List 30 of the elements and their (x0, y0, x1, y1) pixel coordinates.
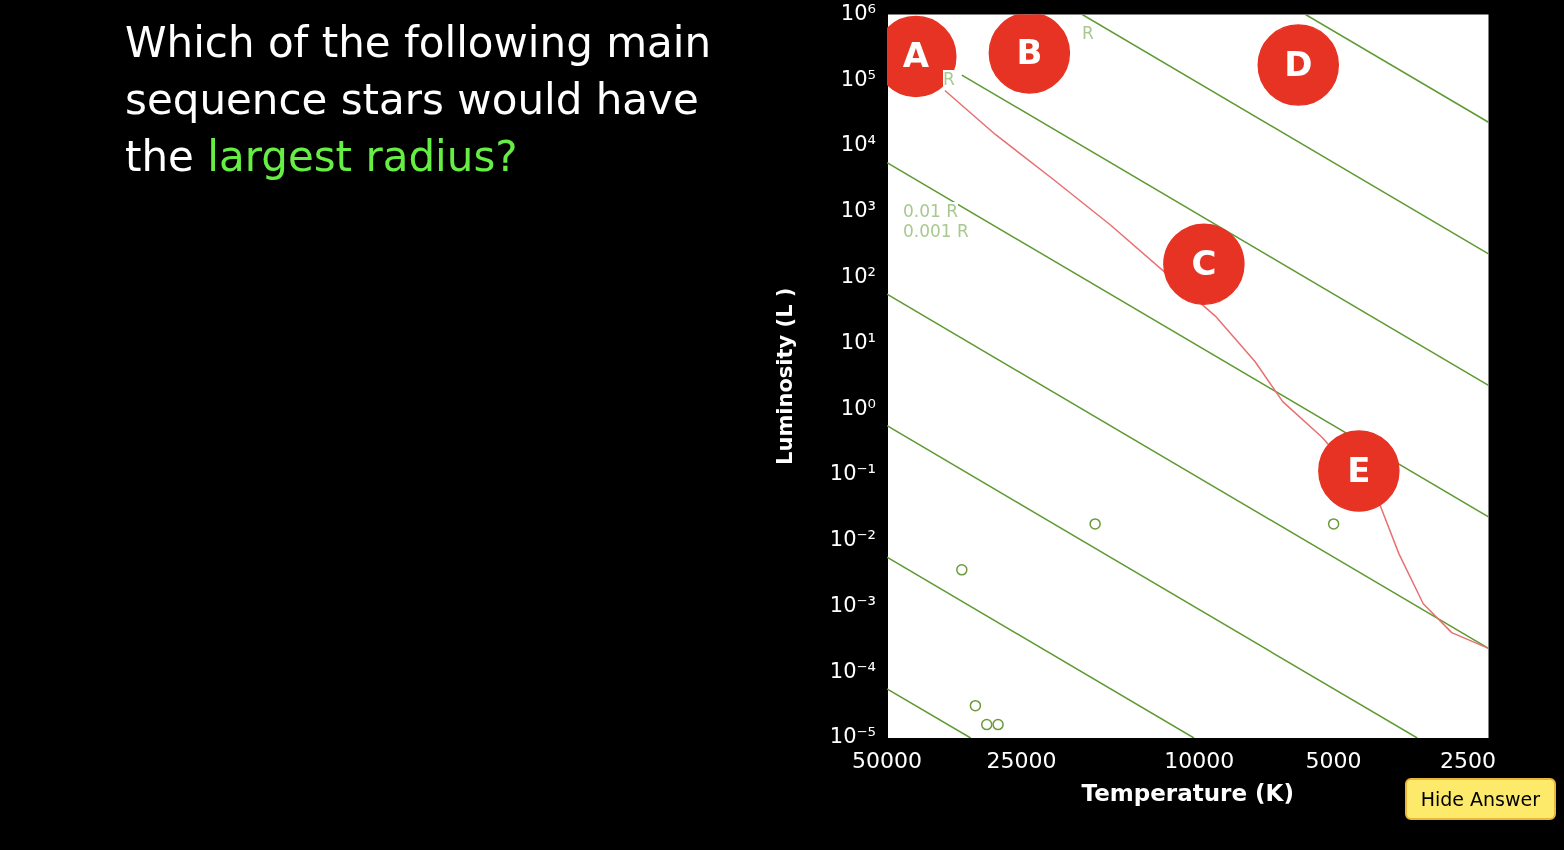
annotation: 0.01 R (903, 201, 959, 221)
x-tick-label: 25000 (986, 747, 1057, 773)
y-axis-title: Luminosity (L ) (773, 287, 798, 465)
y-tick-label: 10⁴ (840, 132, 876, 157)
x-tick-label: 10000 (1164, 747, 1235, 773)
x-tick-label: 2500 (1440, 747, 1497, 773)
y-tick-label: 10⁰ (840, 395, 876, 420)
y-tick-label: 10⁻² (829, 527, 876, 552)
text: Which of the following main sequence stars would have the largest radius? (125, 17, 713, 183)
x-axis-title: Temperature (K) (1081, 780, 1294, 807)
y-tick-label: 10⁵ (840, 66, 876, 91)
y-tick-label: 10³ (840, 198, 876, 223)
y-tick-label: 10² (840, 264, 876, 289)
annotation: R (1082, 23, 1094, 43)
data-label: D (1284, 43, 1313, 84)
y-tick-label: 10¹ (840, 329, 876, 354)
y-tick-label: 10⁻³ (829, 592, 876, 617)
y-tick-label: 10⁻¹ (829, 461, 876, 486)
data-label: C (1191, 242, 1217, 283)
y-tick-label: 10⁻⁴ (829, 658, 876, 683)
y-tick-label: 10⁶ (840, 0, 876, 25)
data-label: A (902, 35, 930, 76)
annotation: R (943, 69, 955, 89)
data-label: B (1016, 31, 1043, 72)
text: Hide Answer (1404, 778, 1556, 820)
annotation: 0.001 R (903, 221, 969, 241)
x-tick-label: 5000 (1305, 747, 1362, 773)
y-tick-label: 10⁻⁵ (829, 724, 876, 749)
data-label: E (1347, 449, 1371, 490)
x-tick-label: 50000 (852, 747, 922, 773)
